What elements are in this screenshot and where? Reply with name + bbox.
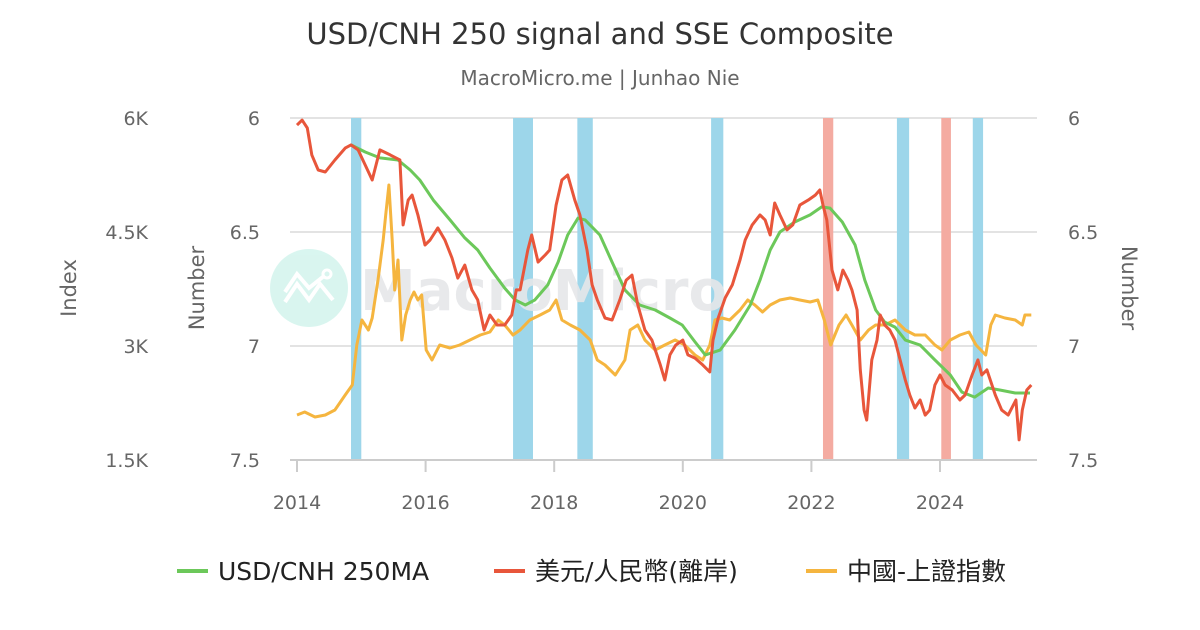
legend: USD/CNH 250MA 美元/人民幣(離岸) 中國-上證指數 xyxy=(177,557,1006,586)
y-right-axis-title: Number xyxy=(1117,246,1141,331)
watermark-logo-line-icon xyxy=(283,270,326,294)
legend-item-sse-composite[interactable]: 中國-上證指數 xyxy=(806,557,1006,586)
y-left-tick-label: 4.5K xyxy=(105,222,148,244)
legend-item-usdcnh-250ma[interactable]: USD/CNH 250MA xyxy=(177,557,429,586)
x-tick-label: 2016 xyxy=(401,492,449,514)
y-right-tick-label: 6 xyxy=(1068,108,1080,130)
y-mid-tick-label: 7.5 xyxy=(230,450,260,472)
x-tick-label: 2024 xyxy=(916,492,964,514)
x-tick-label: 2020 xyxy=(659,492,707,514)
series-usdcnh-250ma-line xyxy=(350,143,1030,399)
watermark-logo-dot-icon xyxy=(321,268,333,280)
y-left-tick-label: 1.5K xyxy=(105,450,148,472)
x-axis-ticks: 2014 2016 2018 2020 2022 2024 xyxy=(273,460,964,514)
y-mid-axis-title: Number xyxy=(185,245,209,330)
y-left-axis-title: Index xyxy=(57,259,81,317)
legend-label: 中國-上證指數 xyxy=(847,557,1006,586)
legend-label: 美元/人民幣(離岸) xyxy=(535,557,738,586)
watermark-logo: MacroMicro xyxy=(270,249,727,327)
blue-signal-band xyxy=(896,118,910,460)
y-left-tick-label: 6K xyxy=(123,108,148,130)
y-right-tick-label: 7.5 xyxy=(1068,450,1098,472)
y-mid-tick-label: 7 xyxy=(248,336,260,358)
series-lines xyxy=(295,118,1033,442)
blue-signal-band xyxy=(351,118,362,460)
blue-signal-band xyxy=(513,118,533,460)
y-left-tick-label: 3K xyxy=(123,336,148,358)
x-tick-label: 2022 xyxy=(787,492,835,514)
y-mid-tick-label: 6.5 xyxy=(230,222,260,244)
series-usdcnh-line xyxy=(295,118,1033,442)
y-mid-tick-label: 6 xyxy=(248,108,260,130)
x-tick-label: 2018 xyxy=(530,492,578,514)
y-right-tick-label: 6.5 xyxy=(1068,222,1098,244)
red-signal-band xyxy=(941,118,951,460)
chart-title: USD/CNH 250 signal and SSE Composite xyxy=(306,17,893,51)
watermark-logo-chart-icon xyxy=(283,280,335,304)
legend-item-usd-cnh[interactable]: 美元/人民幣(離岸) xyxy=(494,557,738,586)
series-sse-composite-line xyxy=(296,183,1032,419)
y-right-tick-label: 7 xyxy=(1068,336,1080,358)
red-signal-band xyxy=(822,118,834,460)
blue-signal-band xyxy=(577,118,593,460)
x-tick-label: 2014 xyxy=(273,492,321,514)
legend-label: USD/CNH 250MA xyxy=(218,557,429,586)
signal-bands xyxy=(351,118,984,460)
blue-signal-band xyxy=(972,118,984,460)
blue-signal-band xyxy=(711,118,724,460)
y-axis-ticks: 6K 6 6 4.5K 6.5 6.5 3K 7 7 1.5K 7.5 7.5 xyxy=(105,108,1098,472)
chart-subtitle: MacroMicro.me | Junhao Nie xyxy=(460,66,739,90)
